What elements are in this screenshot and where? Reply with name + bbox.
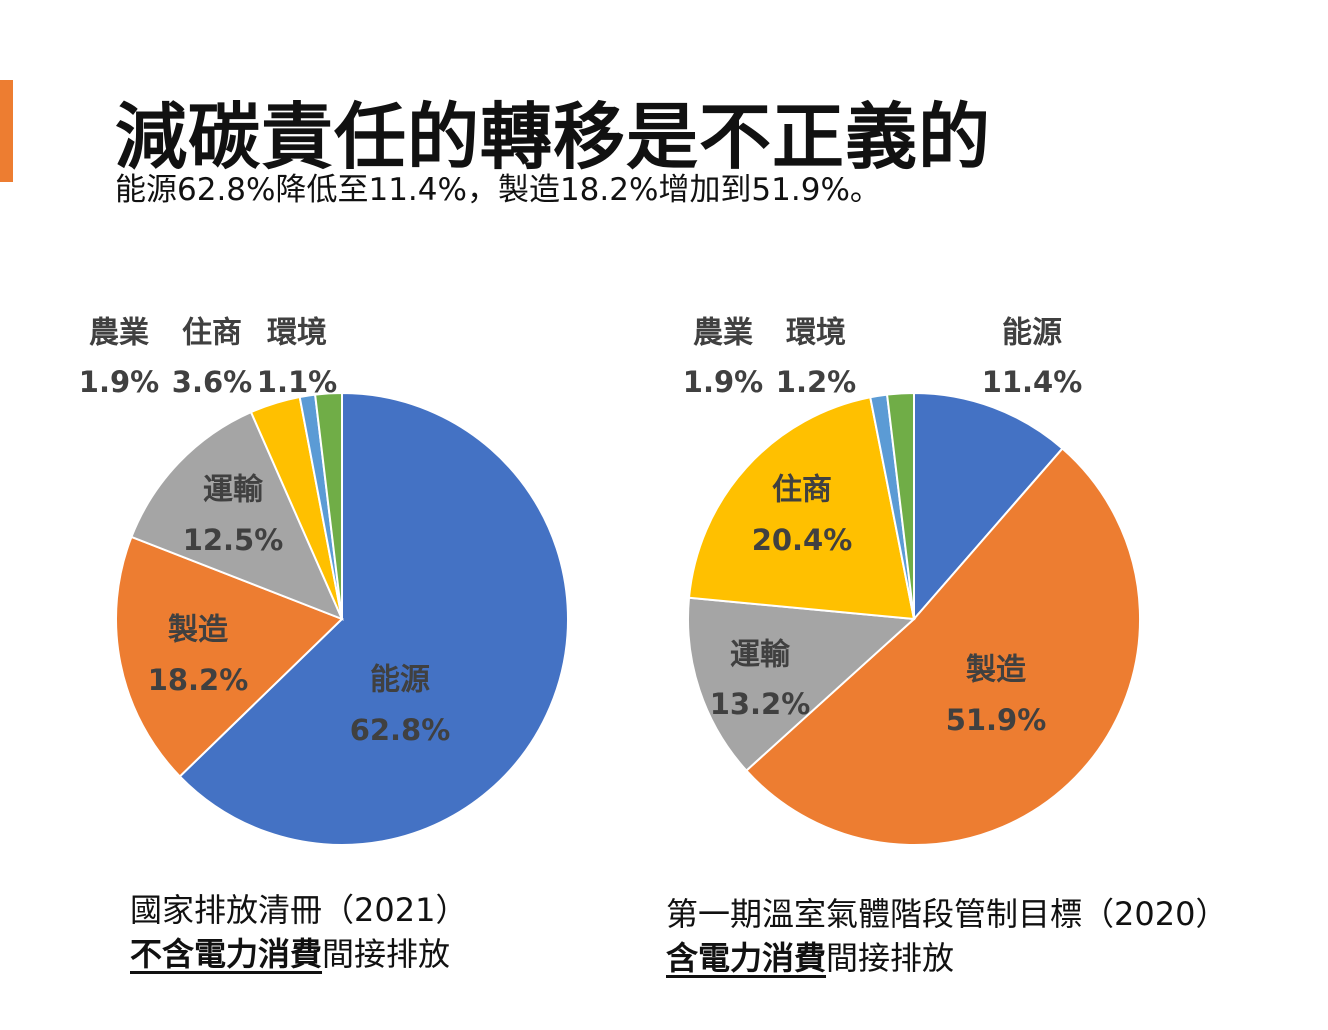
pie-slice-能源	[178, 391, 569, 846]
caption-left-emphasis: 不含電力消費	[130, 935, 323, 973]
pie-chart-2: 能源 11.4% 製造 51.9% 運輸 13.2% 住商 20.4% 環境 1.2% 農業 1.9%	[683, 316, 1141, 847]
accent-bar	[0, 80, 13, 182]
caption-right-emphasis: 含電力消費	[666, 939, 827, 977]
slice-name-label: 環境	[267, 316, 327, 351]
pie-slice-能源	[913, 391, 1064, 622]
slice-percent-label: 1.2%	[776, 365, 856, 399]
pie-slice-住商	[687, 396, 916, 621]
slice-name-label: 製造	[966, 653, 1026, 688]
pie-slice-運輸	[130, 410, 344, 621]
caption-left-rest: 間接排放	[322, 935, 451, 973]
slice-percent-label: 13.2%	[710, 687, 811, 721]
pie-slice-農業	[885, 391, 915, 620]
slice-name-label: 環境	[786, 316, 846, 351]
slice-percent-label: 11.4%	[982, 365, 1083, 399]
caption-left-line1: 國家排放清冊（2021）	[130, 891, 468, 929]
pie-slice-農業	[313, 391, 343, 620]
slice-name-label: 製造	[168, 613, 228, 648]
caption-right-rest: 間接排放	[826, 939, 955, 977]
slice-percent-label: 12.5%	[183, 523, 284, 557]
caption-left-line2: 不含電力消費間接排放	[130, 932, 467, 976]
pie-slice-運輸	[687, 596, 917, 772]
slice-percent-label: 1.9%	[79, 365, 159, 399]
caption-left: 國家排放清冊（2021） 不含電力消費間接排放	[130, 888, 467, 976]
caption-right: 第一期溫室氣體階段管制目標（2020） 含電力消費間接排放	[666, 892, 1227, 980]
slice-percent-label: 62.8%	[350, 713, 451, 747]
pie-slice-製造	[115, 535, 344, 778]
slice-percent-label: 1.1%	[257, 365, 337, 399]
caption-right-line1: 第一期溫室氣體階段管制目標（2020）	[666, 895, 1228, 933]
slice-name-label: 農業	[693, 316, 753, 351]
slice-name-label: 住商	[182, 316, 242, 351]
slice-percent-label: 18.2%	[148, 663, 249, 697]
slice-percent-label: 20.4%	[752, 523, 853, 557]
slice-name-label: 運輸	[203, 473, 264, 508]
slice-percent-label: 51.9%	[946, 703, 1047, 737]
pie-chart-1: 能源 62.8% 製造 18.2% 運輸 12.5% 住商 3.6% 環境 1.1% 農業 1.9%	[79, 316, 569, 846]
slice-percent-label: 3.6%	[172, 365, 252, 399]
slice-name-label: 能源	[1002, 316, 1062, 351]
slice-name-label: 住商	[772, 473, 832, 508]
slice-name-label: 能源	[370, 663, 430, 698]
pie-slice-製造	[744, 447, 1141, 847]
caption-right-line2: 含電力消費間接排放	[666, 936, 1227, 980]
slice-name-label: 農業	[89, 316, 149, 351]
slice-name-label: 運輸	[730, 638, 791, 673]
slide-title: 減碳責任的轉移是不正義的	[115, 95, 992, 179]
slice-percent-label: 1.9%	[683, 365, 763, 399]
slide-subtitle: 能源62.8%降低至11.4%，製造18.2%增加到51.9%。	[115, 172, 881, 208]
